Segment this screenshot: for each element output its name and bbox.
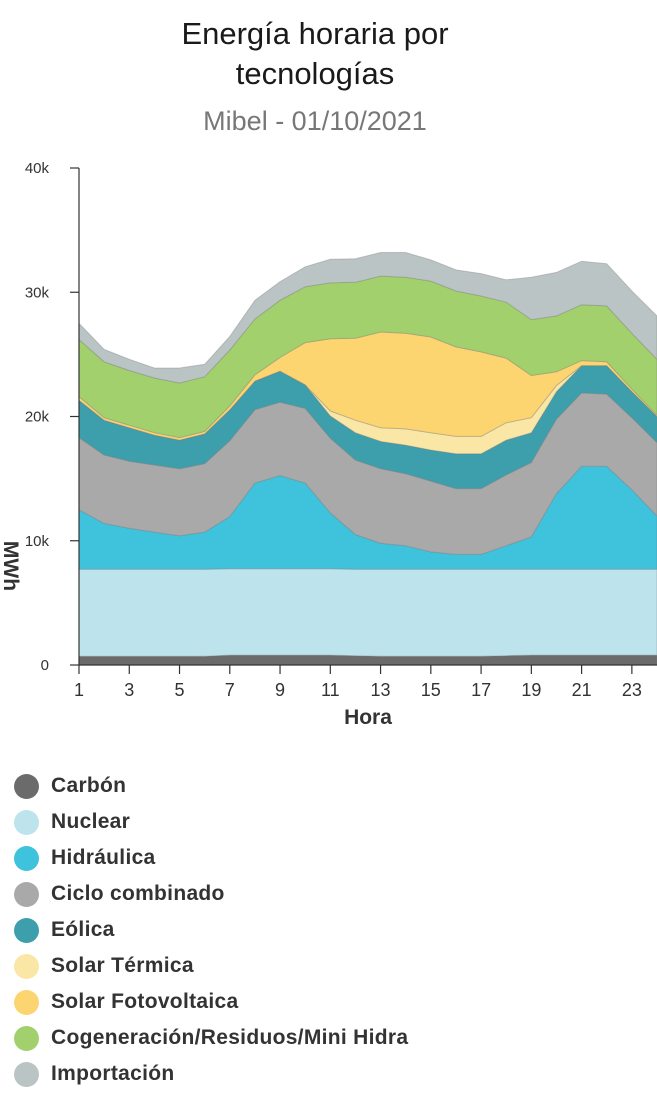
legend-item[interactable]: Hidráulica bbox=[14, 840, 408, 876]
y-tick-label: 30k bbox=[25, 284, 50, 301]
legend-item[interactable]: Importación bbox=[14, 1056, 408, 1092]
area-layers bbox=[78, 252, 657, 666]
y-tick-label: 0 bbox=[41, 657, 49, 674]
x-tick-label: 1 bbox=[74, 680, 84, 700]
legend-item[interactable]: Eólica bbox=[14, 912, 408, 948]
chart-title-line-2: tecnologías bbox=[235, 56, 395, 91]
legend-marker-icon bbox=[14, 1061, 39, 1087]
legend-label: Solar Térmica bbox=[51, 954, 194, 977]
legend-marker-icon bbox=[14, 1025, 39, 1051]
x-tick-label: 11 bbox=[321, 680, 340, 700]
x-tick-label: 9 bbox=[275, 680, 285, 700]
legend-label: Ciclo combinado bbox=[51, 882, 225, 905]
legend-marker-icon bbox=[14, 953, 39, 979]
legend-item[interactable]: Ciclo combinado bbox=[14, 876, 408, 912]
legend-marker-icon bbox=[14, 917, 39, 943]
legend-label: Nuclear bbox=[51, 810, 131, 833]
legend-item[interactable]: Solar Fotovoltaica bbox=[14, 984, 408, 1020]
chart-subtitle: Mibel - 01/10/2021 bbox=[203, 106, 427, 136]
legend-marker-icon bbox=[14, 773, 39, 799]
x-tick-label: 5 bbox=[175, 680, 185, 700]
legend-marker-icon bbox=[14, 845, 39, 871]
legend-item[interactable]: Nuclear bbox=[14, 804, 408, 840]
legend-marker-icon bbox=[14, 809, 39, 835]
legend-label: Eólica bbox=[51, 918, 115, 941]
y-tick-label: 20k bbox=[25, 409, 50, 426]
legend-label: Hidráulica bbox=[51, 846, 156, 869]
legend-marker-icon bbox=[14, 881, 39, 907]
legend-label: Carbón bbox=[51, 774, 127, 797]
y-tick-label: 10k bbox=[25, 533, 50, 550]
x-axis-title: Hora bbox=[344, 706, 392, 729]
legend-item[interactable]: Cogeneración/Residuos/Mini Hidra bbox=[14, 1020, 408, 1056]
x-tick-label: 7 bbox=[225, 680, 235, 700]
legend-label: Cogeneración/Residuos/Mini Hidra bbox=[51, 1026, 409, 1049]
area-series-1 bbox=[78, 568, 657, 657]
legend-label: Solar Fotovoltaica bbox=[51, 990, 239, 1013]
chart-title: Energía horaria por tecnologías bbox=[0, 14, 630, 94]
y-tick-label: 40k bbox=[25, 160, 50, 177]
y-axis-title: MWh bbox=[0, 541, 22, 591]
legend-label: Importación bbox=[51, 1062, 175, 1085]
x-tick-label: 13 bbox=[371, 680, 391, 700]
legend-marker-icon bbox=[14, 989, 39, 1015]
x-tick-label: 19 bbox=[521, 680, 541, 700]
x-tick-label: 23 bbox=[622, 680, 642, 700]
x-tick-label: 17 bbox=[471, 680, 491, 700]
x-tick-label: 21 bbox=[572, 680, 592, 700]
legend-item[interactable]: Carbón bbox=[14, 768, 408, 804]
chart-title-line-1: Energía horaria por bbox=[181, 16, 449, 51]
legend-item[interactable]: Solar Térmica bbox=[14, 948, 408, 984]
legend: Carbón Nuclear Hidráulica Ciclo combinado Eó… bbox=[14, 768, 408, 1092]
x-tick-label: 3 bbox=[124, 680, 134, 700]
x-tick-label: 15 bbox=[421, 680, 441, 700]
area-series-8 bbox=[78, 252, 657, 384]
